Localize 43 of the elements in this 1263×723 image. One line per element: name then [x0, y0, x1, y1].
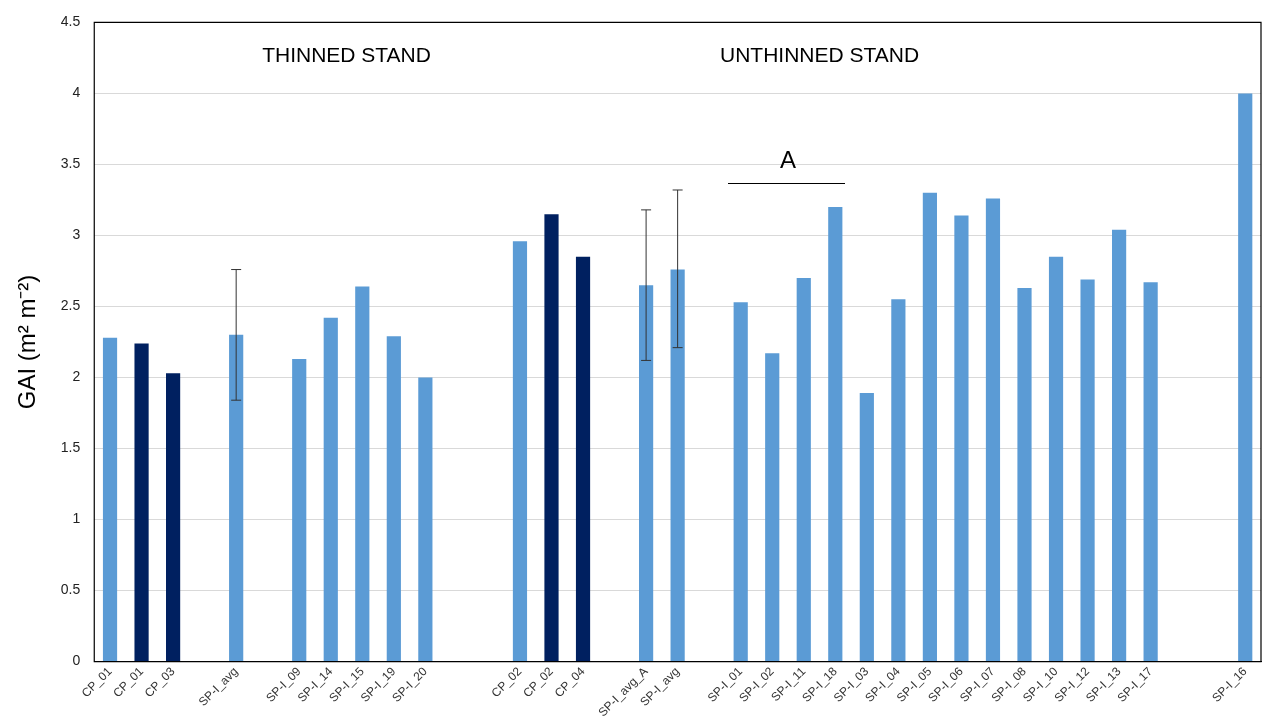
- y-tick-label: 4.5: [60, 13, 81, 30]
- bar: [1112, 229, 1127, 662]
- y-tick-label: 2.5: [60, 297, 81, 314]
- annotation: UNTHINNED STAND: [719, 43, 920, 67]
- bar: [575, 256, 591, 662]
- bar: [1080, 279, 1095, 662]
- bar: [891, 299, 906, 662]
- bar: [765, 353, 780, 662]
- bar: [323, 317, 338, 662]
- bar: [418, 377, 433, 662]
- bar: [670, 269, 685, 662]
- y-tick-label: 3: [72, 226, 81, 243]
- bar: [859, 393, 874, 662]
- y-tick-label: 1.5: [60, 439, 81, 456]
- bar: [355, 286, 370, 662]
- bar: [954, 215, 969, 662]
- bar: [102, 337, 118, 662]
- bar: [828, 207, 843, 662]
- bar: [1048, 256, 1064, 662]
- bar: [1017, 288, 1032, 662]
- annotation: A: [779, 146, 797, 174]
- bar: [922, 192, 937, 662]
- y-tick-label: 4: [72, 84, 81, 101]
- bar: [733, 302, 748, 662]
- bar: [292, 359, 307, 662]
- bar: [796, 278, 811, 662]
- annotation: THINNED STAND: [262, 43, 431, 67]
- y-tick-label: 1: [72, 510, 81, 527]
- y-axis-title: GAI (m² m⁻²): [13, 274, 41, 410]
- bar: [166, 373, 181, 662]
- bar: [985, 198, 1001, 662]
- y-tick-label: 3.5: [60, 155, 81, 172]
- bar: [386, 336, 401, 662]
- y-tick-label: 2: [72, 368, 81, 385]
- bar: [1143, 282, 1158, 662]
- bar: [229, 334, 244, 662]
- y-tick-label: 0: [72, 652, 81, 669]
- bar: [1238, 93, 1253, 662]
- bar: [134, 343, 149, 662]
- bar: [544, 214, 559, 662]
- y-tick-label: 0.5: [60, 581, 81, 598]
- bar: [512, 241, 528, 662]
- bar: [639, 285, 654, 662]
